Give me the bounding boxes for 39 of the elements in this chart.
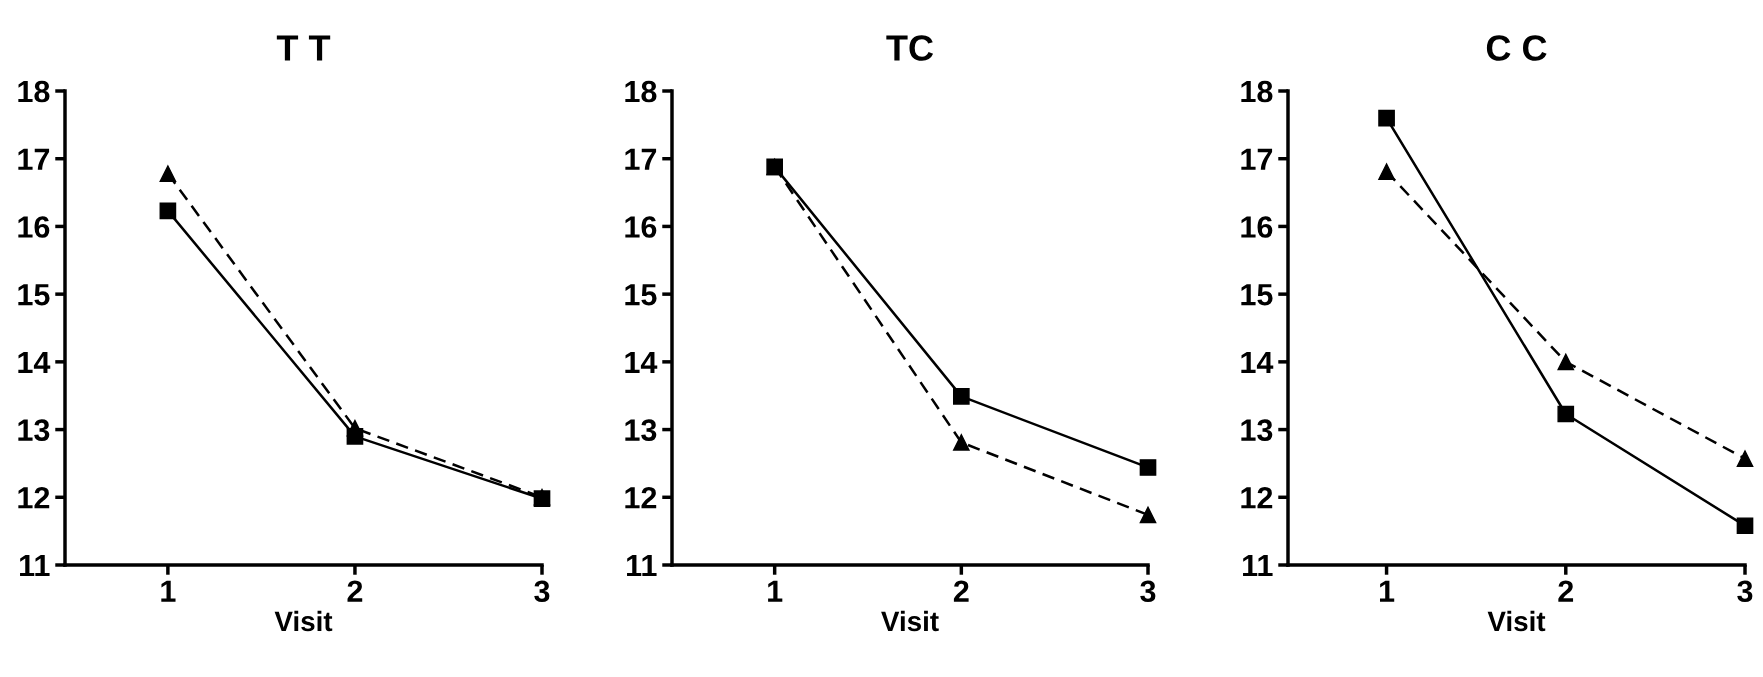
y-tick-label: 12 <box>1241 487 1273 509</box>
y-tick-label: 11 <box>627 555 657 577</box>
y-tick-label: 15 <box>625 284 657 306</box>
y-tick-label: 17 <box>1241 148 1273 170</box>
y-tick-label: 16 <box>1241 216 1273 238</box>
chart-title: C C <box>1486 35 1547 61</box>
y-tick-label: 18 <box>625 80 657 103</box>
x-axis-title: Visit <box>1487 610 1546 632</box>
chart-title: T T <box>276 35 331 61</box>
chart-title: TC <box>886 35 934 61</box>
x-tick-label: 3 <box>1140 580 1156 603</box>
y-tick-label: 12 <box>625 487 657 509</box>
x-tick-label: 2 <box>347 580 363 602</box>
y-tick-label: 17 <box>18 148 50 170</box>
x-axis-title: Visit <box>881 610 939 632</box>
x-tick-label: 3 <box>534 580 550 603</box>
x-tick-label: 3 <box>1737 580 1753 603</box>
y-tick-label: 16 <box>625 216 657 238</box>
y-tick-label: 14 <box>18 351 51 373</box>
y-tick-label: 13 <box>18 419 50 441</box>
x-tick-label: 2 <box>953 580 969 602</box>
x-tick-label: 2 <box>1558 580 1574 602</box>
y-tick-label: 12 <box>18 487 50 509</box>
y-tick-label: 18 <box>1241 80 1273 103</box>
y-tick-label: 11 <box>1243 555 1273 577</box>
y-tick-label: 14 <box>1241 351 1274 373</box>
y-tick-label: 15 <box>1241 284 1273 306</box>
y-tick-label: 17 <box>625 148 657 170</box>
y-tick-label: 16 <box>18 216 50 238</box>
x-axis-title: Visit <box>274 610 333 632</box>
y-tick-label: 14 <box>625 351 658 373</box>
y-tick-label: 18 <box>18 80 50 103</box>
x-tick-label: 1 <box>1380 580 1395 602</box>
y-tick-label: 13 <box>625 419 657 441</box>
x-tick-label: 1 <box>161 580 176 602</box>
y-tick-label: 11 <box>20 555 50 577</box>
y-tick-label: 15 <box>18 284 50 306</box>
y-tick-label: 13 <box>1241 419 1273 441</box>
x-tick-label: 1 <box>768 580 783 602</box>
